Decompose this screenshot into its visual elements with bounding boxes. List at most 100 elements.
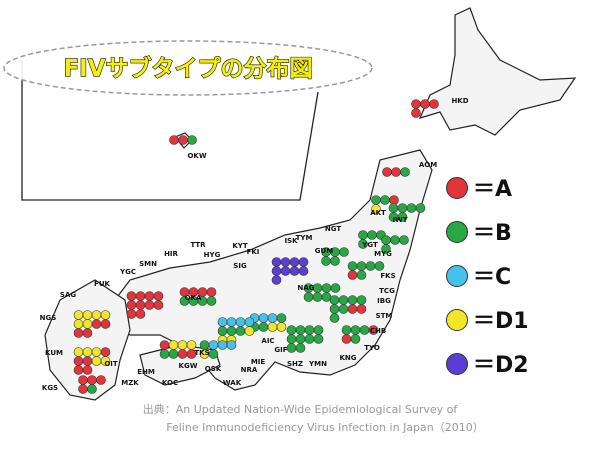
region-label: TYO	[364, 344, 380, 352]
source-line: Feline Immunodeficiency Virus Infection …	[166, 421, 484, 434]
sample-dot	[78, 375, 88, 385]
sample-dot	[244, 317, 255, 327]
region-label: FKS	[380, 272, 395, 280]
legend: ＝A ＝B ＝C ＝D1 ＝D2	[446, 177, 529, 378]
sample-dot	[87, 384, 97, 394]
sample-dot	[276, 322, 287, 332]
sample-dot	[226, 326, 237, 336]
sample-dot	[313, 334, 324, 344]
sample-dot	[312, 292, 323, 302]
region-label: ISK	[284, 237, 298, 245]
sample-dot	[91, 319, 102, 329]
sample-dot	[350, 334, 361, 344]
sample-dot	[347, 261, 358, 271]
sample-dot	[73, 328, 84, 338]
sample-dot	[82, 328, 93, 338]
legend-label: ＝A	[473, 177, 512, 202]
sample-dot	[126, 309, 137, 319]
sample-dot	[159, 340, 170, 350]
region-label: YGC	[119, 268, 136, 276]
sample-dot	[358, 239, 368, 249]
sample-dot	[347, 295, 358, 305]
sample-dot	[126, 291, 137, 301]
sample-dot	[208, 340, 219, 350]
region-label: HYG	[204, 251, 221, 259]
sample-dot	[153, 291, 164, 301]
region-label: GUM	[315, 247, 333, 255]
sample-dot	[356, 270, 367, 280]
sample-dot	[73, 310, 84, 320]
sample-dot	[82, 319, 93, 329]
sample-dot	[289, 257, 300, 267]
sample-dot	[217, 340, 228, 350]
sample-dot	[73, 365, 84, 375]
sample-dot	[267, 322, 278, 332]
sample-dot	[82, 356, 93, 366]
dots	[73, 99, 439, 394]
sample-dot	[338, 295, 349, 305]
sample-dot	[415, 203, 426, 213]
sample-dot	[389, 195, 399, 205]
legend-swatch	[446, 221, 468, 243]
sample-dot	[271, 257, 282, 267]
region-label: HIR	[164, 250, 178, 258]
sample-dot	[321, 292, 332, 302]
sample-dot	[217, 326, 228, 336]
sample-dot	[295, 343, 306, 353]
sample-dot	[100, 319, 111, 329]
sample-dot	[382, 167, 392, 177]
sample-dot	[168, 349, 179, 359]
sample-dot	[298, 257, 309, 267]
sample-dot	[96, 375, 106, 385]
sample-dot	[371, 204, 381, 214]
region-label: STM	[376, 312, 393, 320]
region-label: OKW	[187, 152, 206, 160]
sample-dot	[206, 287, 217, 297]
sample-dot	[153, 300, 164, 310]
region-label: KUM	[45, 349, 63, 357]
sample-dot	[100, 356, 111, 366]
sample-dot	[381, 244, 391, 254]
region-label: TKS	[194, 349, 209, 357]
region-label: SMN	[139, 260, 157, 268]
sample-dot	[271, 266, 282, 276]
sample-dot	[82, 310, 93, 320]
legend-swatch	[446, 353, 468, 375]
sample-dot	[100, 347, 111, 357]
sample-dot	[429, 99, 439, 109]
region-label: NGS	[40, 314, 57, 322]
sample-dot	[286, 325, 297, 335]
sample-dot	[217, 317, 228, 327]
region-label: YGT	[361, 241, 378, 249]
sample-dot	[276, 313, 287, 323]
legend-label: ＝D1	[473, 309, 529, 334]
sample-dot	[399, 235, 409, 245]
sample-dot	[341, 325, 352, 335]
sample-dot	[339, 247, 349, 257]
sample-dot	[78, 384, 88, 394]
sample-dot	[91, 356, 102, 366]
sample-dot	[321, 256, 331, 266]
sample-dot	[411, 99, 421, 109]
region-label: NRA	[241, 366, 258, 374]
source-line: 出典：An Updated Nation-Wide Epidemiologica…	[143, 402, 459, 416]
region-label: TTR	[190, 241, 206, 249]
sample-dot	[304, 334, 315, 344]
sample-dot	[400, 167, 410, 177]
sample-dot	[244, 326, 255, 336]
sample-dot	[135, 300, 146, 310]
sample-dot	[187, 135, 197, 145]
region-label: TYM	[296, 234, 313, 242]
sample-dot	[420, 99, 430, 109]
legend-swatch	[446, 177, 468, 199]
sample-dot	[258, 322, 269, 332]
region-label: NGT	[325, 225, 341, 233]
region-label: NAG	[297, 284, 314, 292]
sample-dot	[304, 325, 315, 335]
sample-dot	[73, 319, 84, 329]
sample-dot	[341, 334, 352, 344]
sample-dot	[380, 195, 390, 205]
sample-dot	[295, 325, 306, 335]
sample-dot	[235, 326, 246, 336]
sample-dot	[226, 340, 237, 350]
